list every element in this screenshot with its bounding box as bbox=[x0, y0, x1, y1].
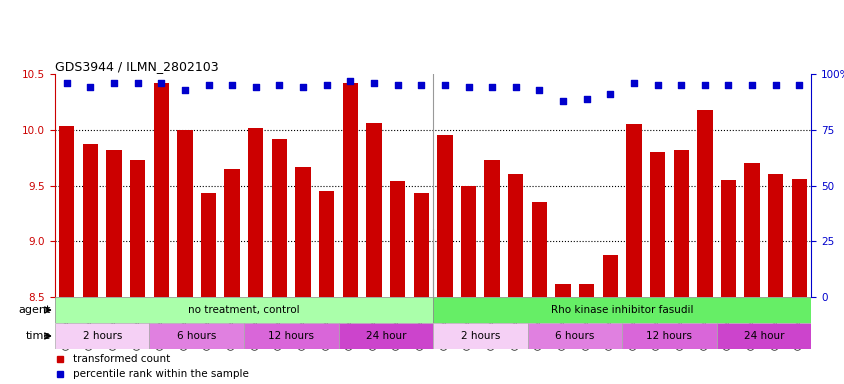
Point bbox=[555, 98, 569, 104]
Point bbox=[225, 82, 239, 88]
Bar bbox=[55, 297, 433, 323]
Bar bbox=[696, 110, 711, 297]
Point bbox=[792, 82, 805, 88]
Text: 2 hours: 2 hours bbox=[83, 331, 122, 341]
Text: GDS3944 / ILMN_2802103: GDS3944 / ILMN_2802103 bbox=[55, 60, 219, 73]
Bar bbox=[716, 323, 810, 349]
Bar bbox=[527, 323, 621, 349]
Point bbox=[697, 82, 711, 88]
Point bbox=[249, 84, 262, 91]
Bar bbox=[319, 191, 334, 297]
Point bbox=[367, 80, 381, 86]
Bar bbox=[83, 144, 98, 297]
Point bbox=[60, 80, 73, 86]
Point bbox=[344, 78, 357, 84]
Point bbox=[484, 84, 498, 91]
Point bbox=[437, 82, 451, 88]
Bar bbox=[272, 139, 287, 297]
Point bbox=[650, 82, 663, 88]
Point bbox=[296, 84, 310, 91]
Text: 2 hours: 2 hours bbox=[460, 331, 500, 341]
Point bbox=[320, 82, 333, 88]
Point bbox=[131, 80, 144, 86]
Text: time: time bbox=[25, 331, 51, 341]
Bar bbox=[673, 150, 688, 297]
Bar bbox=[460, 185, 476, 297]
Point bbox=[391, 82, 404, 88]
Bar bbox=[201, 193, 216, 297]
Point bbox=[178, 86, 192, 93]
Text: 12 hours: 12 hours bbox=[646, 331, 691, 341]
Bar bbox=[154, 83, 169, 297]
Text: 12 hours: 12 hours bbox=[268, 331, 314, 341]
Point bbox=[603, 91, 616, 97]
Bar bbox=[365, 123, 381, 297]
Text: 6 hours: 6 hours bbox=[177, 331, 216, 341]
Text: 6 hours: 6 hours bbox=[555, 331, 594, 341]
Bar bbox=[389, 181, 405, 297]
Bar bbox=[244, 323, 338, 349]
Text: transformed count: transformed count bbox=[73, 354, 170, 364]
Point bbox=[107, 80, 121, 86]
Bar bbox=[507, 174, 522, 297]
Text: agent: agent bbox=[19, 305, 51, 315]
Bar bbox=[791, 179, 806, 297]
Text: 24 hour: 24 hour bbox=[743, 331, 783, 341]
Bar bbox=[130, 160, 145, 297]
Bar bbox=[433, 297, 810, 323]
Bar bbox=[248, 127, 263, 297]
Bar bbox=[767, 174, 782, 297]
Bar bbox=[413, 193, 429, 297]
Point bbox=[414, 82, 428, 88]
Bar bbox=[295, 167, 311, 297]
Bar bbox=[177, 130, 192, 297]
Bar bbox=[343, 83, 358, 297]
Point bbox=[721, 82, 734, 88]
Point bbox=[84, 84, 97, 91]
Point bbox=[626, 80, 640, 86]
Text: Rho kinase inhibitor fasudil: Rho kinase inhibitor fasudil bbox=[550, 305, 693, 315]
Point bbox=[768, 82, 782, 88]
Bar bbox=[649, 152, 664, 297]
Bar bbox=[484, 160, 500, 297]
Bar bbox=[338, 323, 433, 349]
Point bbox=[508, 84, 522, 91]
Point bbox=[579, 96, 592, 102]
Text: no treatment, control: no treatment, control bbox=[188, 305, 300, 315]
Bar bbox=[621, 323, 716, 349]
Bar bbox=[578, 284, 593, 297]
Point bbox=[532, 86, 545, 93]
Bar bbox=[225, 169, 240, 297]
Bar bbox=[59, 126, 74, 297]
Point bbox=[744, 82, 758, 88]
Text: 24 hour: 24 hour bbox=[365, 331, 406, 341]
Bar bbox=[531, 202, 546, 297]
Bar bbox=[602, 255, 617, 297]
Point bbox=[674, 82, 687, 88]
Point bbox=[154, 80, 168, 86]
Point bbox=[461, 84, 474, 91]
Bar bbox=[555, 284, 570, 297]
Bar bbox=[106, 150, 122, 297]
Bar bbox=[433, 323, 527, 349]
Bar bbox=[720, 180, 735, 297]
Bar bbox=[149, 323, 244, 349]
Bar bbox=[744, 163, 759, 297]
Bar bbox=[55, 323, 149, 349]
Text: percentile rank within the sample: percentile rank within the sample bbox=[73, 369, 248, 379]
Point bbox=[273, 82, 286, 88]
Bar bbox=[625, 124, 641, 297]
Bar bbox=[436, 135, 452, 297]
Point bbox=[202, 82, 215, 88]
